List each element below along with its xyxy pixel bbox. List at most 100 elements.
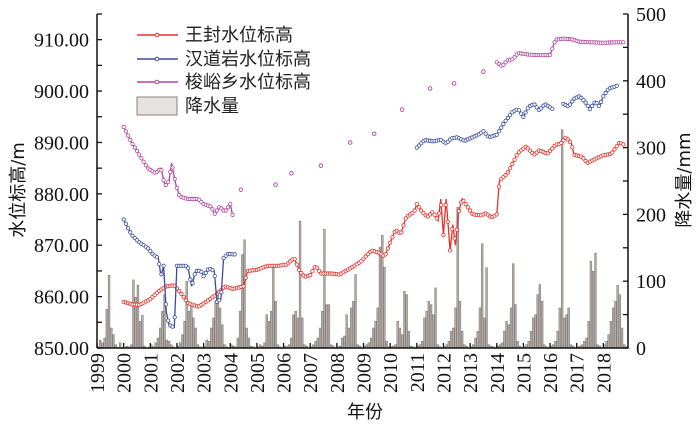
suoyu-marker xyxy=(451,81,457,86)
x-tick-label: 2011 xyxy=(407,353,429,392)
precipitation-bar xyxy=(514,304,517,349)
precipitation-bar xyxy=(405,294,408,349)
wangfeng-marker xyxy=(383,252,388,257)
y2-tick-label: 0 xyxy=(636,338,646,360)
handaoyan-marker xyxy=(523,110,528,115)
wangfeng-marker xyxy=(461,198,466,203)
handaoyan-marker xyxy=(166,318,171,323)
precipitation-bar xyxy=(589,261,593,349)
precipitation-bar xyxy=(372,327,375,349)
x-tick-label: 2018 xyxy=(593,353,615,393)
suoyu-marker xyxy=(399,107,405,112)
suoyu-marker xyxy=(347,140,353,145)
precipitation-bar xyxy=(314,341,317,349)
x-tick-label: 2000 xyxy=(114,353,136,393)
y2-tick-label: 500 xyxy=(636,4,666,26)
suoyu-marker xyxy=(137,152,142,157)
precipitation-bar xyxy=(112,334,115,349)
x-axis-title: 年份 xyxy=(347,402,383,423)
wangfeng-marker xyxy=(436,211,442,216)
suoyu-marker xyxy=(481,69,486,74)
legend-label-precipitation: 降水量 xyxy=(185,96,239,117)
wangfeng-marker xyxy=(505,170,510,175)
wangfeng-marker xyxy=(390,235,395,240)
precipitation-bar xyxy=(567,307,570,349)
y-tick-label: 870.00 xyxy=(34,235,89,257)
x-tick-label: 2004 xyxy=(220,353,242,393)
suoyu-marker xyxy=(501,62,506,68)
precipitation-bar xyxy=(241,254,244,349)
wangfeng-marker xyxy=(450,226,455,232)
y-tick-label: 860.00 xyxy=(34,287,89,309)
precipitation-bars xyxy=(96,129,630,349)
precipitation-bar xyxy=(563,317,566,349)
precipitation-bar xyxy=(210,327,213,349)
suoyu-marker xyxy=(214,208,219,213)
wangfeng-marker xyxy=(314,265,319,270)
suoyu-marker xyxy=(123,129,129,134)
handaoyan-marker xyxy=(567,102,573,107)
precipitation-bar xyxy=(290,337,293,349)
wangfeng-marker xyxy=(507,166,513,171)
handaoyan-marker xyxy=(201,273,206,279)
wangfeng-marker xyxy=(581,156,586,161)
precipitation-bar xyxy=(609,321,613,349)
suoyu-marker xyxy=(172,176,177,182)
handaoyan-marker xyxy=(123,221,129,226)
suoyu-marker xyxy=(132,145,137,150)
handaoyan-marker xyxy=(581,98,586,103)
handaoyan-marker xyxy=(161,263,166,268)
x-tick-label: 2017 xyxy=(567,353,589,393)
precipitation-bar xyxy=(458,301,462,349)
wangfeng-marker xyxy=(547,148,553,153)
precipitation-bar xyxy=(561,129,564,349)
precipitation-bar xyxy=(398,327,402,349)
precipitation-bar xyxy=(612,307,615,349)
handaoyan-marker xyxy=(146,246,151,251)
precipitation-bar xyxy=(383,267,386,349)
precipitation-bar xyxy=(505,321,508,349)
wangfeng-marker xyxy=(296,267,302,272)
precipitation-bar xyxy=(618,294,621,349)
wangfeng-line xyxy=(123,136,625,308)
precipitation-bar xyxy=(194,327,197,349)
precipitation-bar xyxy=(541,301,544,349)
handaoyan-marker xyxy=(494,132,499,137)
wangfeng-marker xyxy=(432,212,437,217)
precipitation-bar xyxy=(527,341,530,349)
handaoyan-marker xyxy=(192,272,197,277)
wangfeng-marker xyxy=(456,208,462,214)
suoyu-marker xyxy=(289,171,294,176)
precipitation-bar xyxy=(138,321,142,349)
y2-tick-label: 200 xyxy=(636,204,666,226)
wangfeng-marker xyxy=(414,202,419,207)
wangfeng-marker xyxy=(316,268,322,273)
precipitation-bar xyxy=(434,287,437,349)
suoyu-marker xyxy=(168,169,173,175)
precipitation-bar xyxy=(529,331,533,349)
wangfeng-marker xyxy=(494,212,499,217)
wangfeng-marker xyxy=(403,216,408,221)
legend: 王封水位标高 汉道岩水位标高 梭峪乡水位标高 降水量 xyxy=(136,25,311,117)
handaoyan-marker xyxy=(550,106,555,111)
precipitation-bar xyxy=(221,324,224,349)
y-tick-label: 880.00 xyxy=(34,184,89,206)
suoyu-marker xyxy=(212,211,217,216)
suoyu-marker xyxy=(210,207,215,212)
precipitation-bar xyxy=(583,341,586,349)
wangfeng-marker xyxy=(292,256,297,262)
handaoyan-marker xyxy=(188,277,193,282)
precipitation-bar xyxy=(509,307,513,349)
wangfeng-marker xyxy=(565,137,570,142)
x-tick-label: 2009 xyxy=(354,353,376,393)
precipitation-bar xyxy=(481,243,484,349)
handaoyan-marker xyxy=(534,105,539,110)
precipitation-bar xyxy=(485,267,488,349)
suoyu-marker xyxy=(621,40,626,45)
handaoyan-marker xyxy=(587,107,593,112)
precipitation-bar xyxy=(432,314,435,349)
y2-tick-label: 300 xyxy=(636,138,666,160)
precipitation-bar xyxy=(592,271,595,349)
precipitation-bar xyxy=(401,334,404,349)
wangfeng-marker xyxy=(385,246,390,251)
